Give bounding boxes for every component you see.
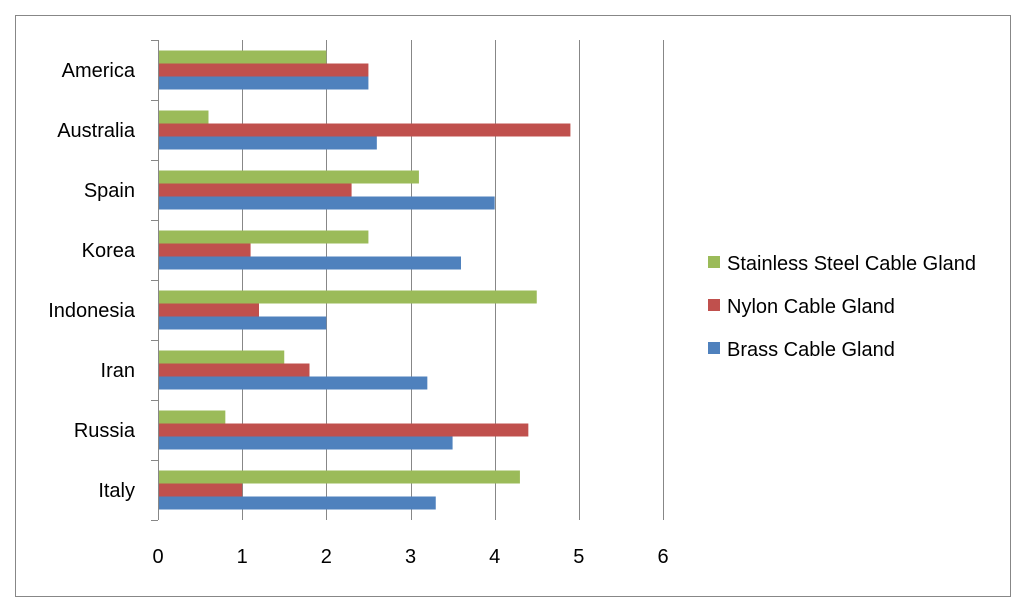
legend: Stainless Steel Cable Gland Nylon Cable G… bbox=[708, 253, 976, 361]
bar-indonesia-stainless-steel-cable-gland bbox=[158, 290, 537, 304]
category-label-russia: Russia bbox=[74, 420, 136, 442]
bar-korea-nylon-cable-gland bbox=[158, 243, 251, 257]
x-tick-label-6: 6 bbox=[657, 546, 668, 568]
bar-iran-nylon-cable-gland bbox=[158, 363, 310, 377]
bar-indonesia-nylon-cable-gland bbox=[158, 303, 259, 317]
bar-australia-brass-cable-gland bbox=[158, 136, 377, 150]
legend-swatch-brass-cable-gland bbox=[708, 342, 720, 354]
bars bbox=[158, 50, 571, 510]
bar-spain-stainless-steel-cable-gland bbox=[158, 170, 419, 184]
bar-america-stainless-steel-cable-gland bbox=[158, 50, 327, 64]
category-label-australia: Australia bbox=[57, 120, 136, 142]
labels: 0 1 2 3 4 5 6 Italy Russia Iran Indonesia Korea Spai… bbox=[48, 60, 668, 568]
bar-russia-brass-cable-gland bbox=[158, 436, 453, 450]
bar-iran-stainless-steel-cable-gland bbox=[158, 350, 285, 364]
x-tick-label-0: 0 bbox=[152, 546, 163, 568]
bar-america-brass-cable-gland bbox=[158, 76, 369, 90]
bar-spain-nylon-cable-gland bbox=[158, 183, 352, 197]
legend-swatch-nylon-cable-gland bbox=[708, 299, 720, 311]
bar-indonesia-brass-cable-gland bbox=[158, 316, 327, 330]
bar-italy-stainless-steel-cable-gland bbox=[158, 470, 520, 484]
x-tick-label-4: 4 bbox=[489, 546, 500, 568]
legend-label-stainless-steel-cable-gland: Stainless Steel Cable Gland bbox=[727, 253, 976, 275]
x-tick-label-2: 2 bbox=[321, 546, 332, 568]
category-label-italy: Italy bbox=[98, 480, 135, 502]
bar-australia-stainless-steel-cable-gland bbox=[158, 110, 209, 124]
x-tick-label-5: 5 bbox=[573, 546, 584, 568]
bar-italy-nylon-cable-gland bbox=[158, 483, 243, 497]
bar-america-nylon-cable-gland bbox=[158, 63, 369, 77]
bar-russia-nylon-cable-gland bbox=[158, 423, 529, 437]
category-label-iran: Iran bbox=[101, 360, 135, 382]
bar-iran-brass-cable-gland bbox=[158, 376, 428, 390]
category-label-america: America bbox=[62, 60, 136, 82]
x-tick-label-3: 3 bbox=[405, 546, 416, 568]
bar-korea-stainless-steel-cable-gland bbox=[158, 230, 369, 244]
category-label-korea: Korea bbox=[82, 240, 136, 262]
bar-spain-brass-cable-gland bbox=[158, 196, 495, 210]
bar-australia-nylon-cable-gland bbox=[158, 123, 571, 137]
axes bbox=[151, 40, 159, 521]
x-tick-label-1: 1 bbox=[237, 546, 248, 568]
bar-italy-brass-cable-gland bbox=[158, 496, 436, 510]
bar-russia-stainless-steel-cable-gland bbox=[158, 410, 226, 424]
category-label-indonesia: Indonesia bbox=[48, 300, 136, 322]
legend-label-brass-cable-gland: Brass Cable Gland bbox=[727, 339, 895, 361]
bar-korea-brass-cable-gland bbox=[158, 256, 461, 270]
category-label-spain: Spain bbox=[84, 180, 135, 202]
legend-label-nylon-cable-gland: Nylon Cable Gland bbox=[727, 296, 895, 318]
legend-swatch-stainless-steel-cable-gland bbox=[708, 256, 720, 268]
